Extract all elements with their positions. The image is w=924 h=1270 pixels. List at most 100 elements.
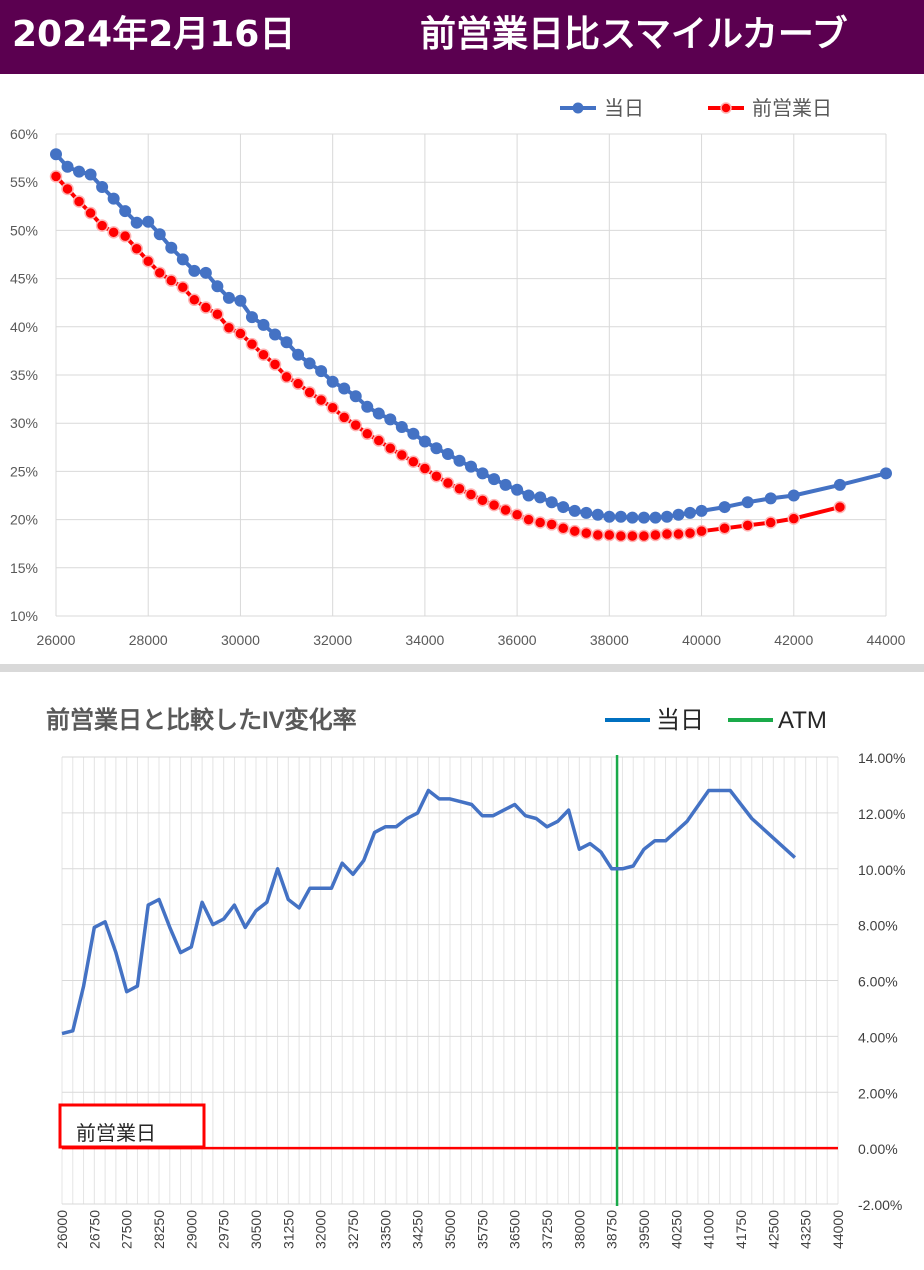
chart1-axes: 10% 15% 20% 25% 30% 35% 40% 45% 50% 55% 60% 26000 28… [10, 126, 906, 648]
prev-point [718, 522, 731, 535]
prev-point [741, 519, 754, 532]
chart1-y-tick-label: 35% [10, 367, 38, 383]
today-point [430, 442, 443, 455]
prev-point [545, 518, 558, 531]
chart1-y-tick-label: 25% [10, 463, 38, 479]
legend-prev-label: 前営業日 [752, 97, 832, 120]
today-point [557, 501, 570, 514]
chart1-y-tick-label: 30% [10, 415, 38, 431]
today-point [614, 510, 627, 523]
chart2-x-tick-label: 42500 [765, 1210, 781, 1249]
prev-point [522, 513, 535, 526]
prev-point [245, 337, 259, 351]
today-point [637, 511, 650, 524]
prev-point [683, 526, 697, 540]
prev-point [614, 529, 628, 543]
prev-point [280, 370, 293, 384]
chart2-x-tick-label: 36500 [507, 1210, 523, 1249]
chart1-grid [55, 133, 887, 617]
prev-point [695, 524, 708, 538]
chart2-y-tick-label: 10.00% [858, 862, 905, 878]
prev-point [649, 528, 662, 542]
chart2-y-tick-label: 0.00% [858, 1141, 898, 1157]
today-point [465, 460, 477, 473]
today-point [718, 501, 731, 514]
today-point [234, 294, 247, 307]
today-point [372, 407, 385, 420]
today-point [603, 510, 616, 523]
prev-point [326, 401, 339, 415]
chart-divider [0, 664, 924, 672]
prev-point [303, 386, 316, 399]
chart2-y-tick-label: 8.00% [858, 918, 898, 934]
chart2-x-tick-label: 44000 [830, 1210, 846, 1249]
chart1-y-tick-label: 40% [10, 319, 38, 335]
prev-point [268, 358, 282, 371]
chart2-x-tick-label: 27500 [119, 1210, 135, 1249]
today-point [418, 435, 431, 448]
prev-point [441, 476, 455, 490]
prev-point [107, 226, 120, 239]
chart2-x-tick-label: 26750 [86, 1210, 102, 1249]
today-point [222, 291, 235, 304]
today-point [407, 427, 420, 440]
prev-point [591, 528, 605, 542]
chart1-x-tick-label: 36000 [498, 632, 537, 648]
today-point [764, 492, 777, 505]
today-point [245, 311, 258, 324]
prev-point [291, 377, 305, 390]
today-point [315, 365, 328, 378]
prev-point [510, 508, 524, 522]
today-change-line [61, 788, 797, 1036]
chart2-y-tick-label: 4.00% [858, 1029, 898, 1045]
prev-point [499, 503, 512, 517]
chart2-x-tick-label: 40250 [668, 1210, 684, 1249]
prev-point [453, 482, 466, 496]
chart1-x-tick-label: 42000 [774, 632, 813, 648]
chart1-x-tick-label: 38000 [590, 632, 629, 648]
chart2-x-tick-label: 30500 [248, 1210, 264, 1249]
today-point [280, 336, 293, 349]
today-point [511, 483, 524, 496]
zero-line-annotation: 前営業日 [58, 1103, 206, 1149]
chart2-x-tick-label: 28250 [151, 1210, 167, 1249]
today-point [441, 448, 454, 461]
today-point [591, 508, 604, 521]
chart2-x-tick-label: 29750 [216, 1210, 232, 1249]
prev-point [533, 516, 547, 529]
chart2-y-tick-label: -2.00% [858, 1197, 902, 1213]
legend-today-label-2: 当日 [656, 707, 704, 734]
today-point [107, 192, 120, 205]
chart2-y-tick-label: 14.00% [858, 750, 905, 766]
prev-point [672, 527, 685, 541]
prev-point [130, 242, 143, 255]
today-point [303, 357, 316, 370]
prev-point [787, 512, 801, 525]
today-point [188, 264, 201, 277]
chart2-x-tick-label: 35000 [442, 1210, 458, 1249]
today-point [684, 506, 697, 519]
prev-point [476, 494, 489, 507]
prev-point [234, 327, 247, 340]
prev-point [430, 469, 443, 483]
chart1-x-tick-label: 44000 [867, 632, 906, 648]
prev-point [418, 462, 432, 475]
today-point [326, 375, 339, 388]
header-date: 2024年2月16日 [12, 14, 296, 55]
prev-point [626, 529, 639, 543]
today-point [153, 228, 166, 241]
today-point [61, 160, 74, 173]
prev-point [568, 524, 581, 538]
today-point [660, 510, 673, 523]
today-point [257, 318, 270, 331]
today-point [568, 504, 581, 517]
chart1-x-tick-label: 32000 [313, 632, 352, 648]
chart1-x-tick-label: 26000 [37, 632, 76, 648]
chart2-x-tick-label: 41000 [701, 1210, 717, 1249]
today-point [672, 508, 685, 521]
prev-point [556, 522, 570, 535]
prev-point [95, 219, 109, 232]
prev-point [660, 527, 674, 541]
chart1-y-tick-label: 55% [10, 174, 38, 190]
today-point [649, 511, 662, 524]
